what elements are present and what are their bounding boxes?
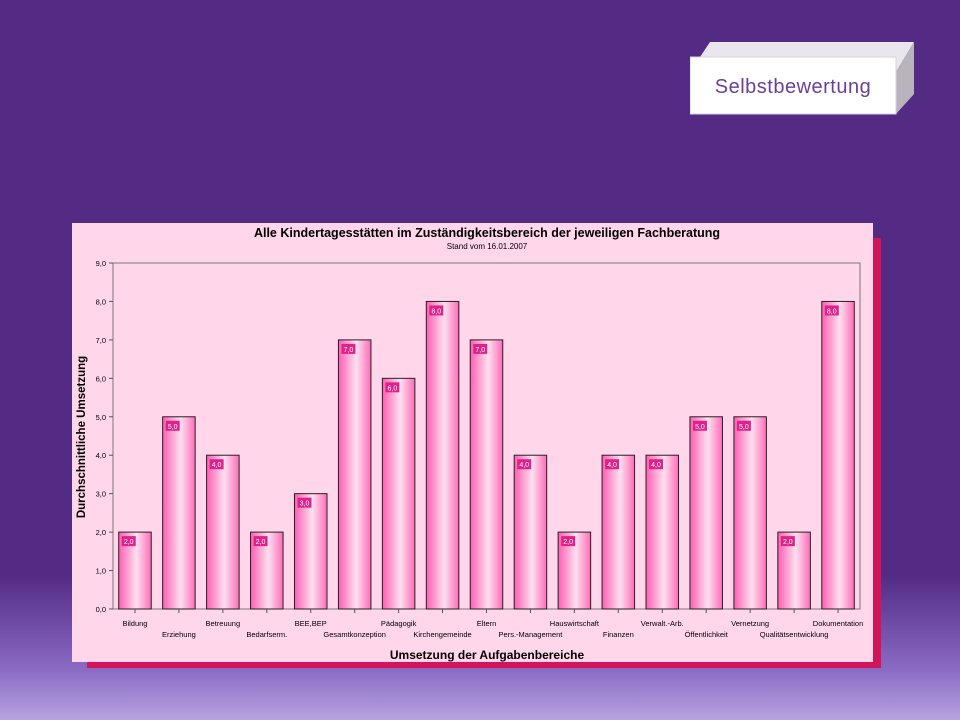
x-category-label: Betreuung <box>206 619 241 628</box>
bar-value-label-bg <box>736 420 751 431</box>
y-tick-label: 5,0 <box>96 413 106 422</box>
bar-value-label-bg <box>473 343 488 354</box>
bar <box>601 454 636 610</box>
y-tick-label: 8,0 <box>96 297 106 306</box>
bar <box>821 300 855 610</box>
bar-value-label-bg <box>341 343 356 354</box>
bar-value-label: 3,0 <box>300 501 310 508</box>
x-category-label: BEE,BEP <box>295 619 327 628</box>
bar <box>513 454 548 610</box>
bar-value-label-bg <box>429 305 444 316</box>
x-category-label: Verwalt.-Arb. <box>641 619 684 628</box>
y-tick-label: 9,0 <box>96 259 106 268</box>
bar-value-label-bg <box>780 536 795 547</box>
bar-value-label: 7,0 <box>475 347 485 354</box>
bar-value-label: 8,0 <box>431 308 441 315</box>
x-category-label: Bedarfserm. <box>246 630 287 639</box>
y-axis-label: Durchschnittliche Umsetzung <box>76 356 88 518</box>
bar-value-label-bg <box>824 305 839 316</box>
bar <box>293 493 328 610</box>
badge-label: Selbstbewertung <box>714 76 872 98</box>
bar-value-label-bg <box>692 420 707 431</box>
x-category-label: Kirchengemeinde <box>413 630 471 639</box>
bar-value-label: 7,0 <box>344 347 354 354</box>
bar-value-label-bg <box>605 459 620 470</box>
bar-value-label: 4,0 <box>212 462 222 469</box>
y-tick-label: 0,0 <box>96 605 106 614</box>
chart-canvas: Alle Kindertagesstätten im Zuständigkeit… <box>76 226 863 662</box>
x-category-label: Vernetzung <box>731 619 769 628</box>
bar-value-label-bg <box>517 459 532 470</box>
y-tick-label: 6,0 <box>96 374 106 383</box>
y-tick-label: 3,0 <box>96 490 106 499</box>
x-category-label: Pädagogik <box>381 619 417 628</box>
chart-title: Alle Kindertagesstätten im Zuständigkeit… <box>254 226 720 240</box>
bar-value-label-bg <box>649 459 664 470</box>
bar-value-label: 4,0 <box>651 462 661 469</box>
bar <box>206 454 240 610</box>
x-category-label: Öffentlichkeit <box>685 630 729 639</box>
bar-value-label: 2,0 <box>783 539 793 546</box>
bar-value-label: 6,0 <box>387 385 397 392</box>
bar <box>337 339 372 610</box>
bar-value-label-bg <box>209 459 224 470</box>
y-tick-label: 4,0 <box>96 451 106 460</box>
x-axis-label: Umsetzung der Aufgabenbereiche <box>390 648 585 662</box>
bar-value-label-bg <box>561 536 576 547</box>
chart-subtitle: Stand vom 16.01.2007 <box>447 242 528 251</box>
badge-box-shape <box>690 42 914 115</box>
bar <box>381 377 416 610</box>
x-category-label: Finanzen <box>603 630 634 639</box>
x-category-label: Eltern <box>477 619 497 628</box>
bar-value-label-bg <box>297 497 312 508</box>
bar-value-label: 2,0 <box>256 539 266 546</box>
bar <box>733 416 767 610</box>
bar-value-label-bg <box>253 536 268 547</box>
bar <box>162 416 196 610</box>
bar-value-label: 2,0 <box>563 539 573 546</box>
bar-value-label: 8,0 <box>827 308 837 315</box>
x-category-label: Bildung <box>122 619 147 628</box>
bar-value-label: 5,0 <box>695 424 705 431</box>
y-tick-label: 1,0 <box>96 567 106 576</box>
x-category-label: Hauswirtschaft <box>550 619 600 628</box>
bar-value-label: 4,0 <box>519 462 529 469</box>
y-tick-label: 2,0 <box>96 528 106 537</box>
bar <box>425 300 460 610</box>
bar-value-label: 2,0 <box>124 539 134 546</box>
x-category-label: Erziehung <box>162 630 196 639</box>
bar <box>469 339 504 610</box>
bar-value-label: 5,0 <box>168 424 178 431</box>
bar-value-label-bg <box>121 536 136 547</box>
x-category-label: Dokumentation <box>813 619 863 628</box>
x-category-label: Gesamtkonzeption <box>323 630 386 639</box>
bar-value-label: 5,0 <box>739 424 749 431</box>
y-tick-label: 7,0 <box>96 336 106 345</box>
x-category-label: Pers.-Management <box>499 630 564 639</box>
x-category-label: Qualitätsentwicklung <box>760 630 829 639</box>
bar <box>645 454 680 610</box>
bar-chart: Alle Kindertagesstätten im Zuständigkeit… <box>72 223 873 662</box>
bar-value-label: 4,0 <box>607 462 617 469</box>
bar <box>689 416 723 610</box>
bar-value-label-bg <box>165 420 180 431</box>
selbstbewertung-badge: Selbstbewertung <box>690 42 914 115</box>
bar-value-label-bg <box>385 382 400 393</box>
